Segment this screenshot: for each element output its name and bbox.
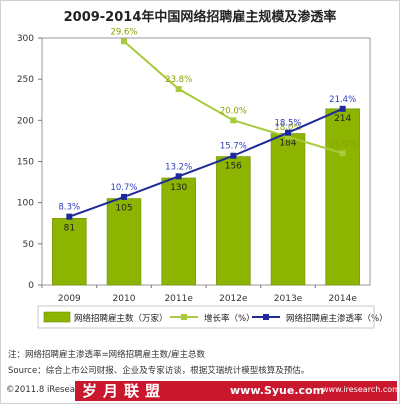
watermark-text: 岁月联盟 <box>82 382 167 400</box>
bar-value-label: 156 <box>225 162 242 172</box>
series-marker <box>285 129 291 136</box>
series-marker <box>175 173 182 180</box>
series-value-label: 20.0% <box>220 106 247 116</box>
legend-label-penetration: 网络招聘雇主渗透率（%） <box>286 313 388 324</box>
series-marker <box>121 38 127 45</box>
chart-title: 2009-2014年中国网络招聘雇主规模及渗透率 <box>63 10 337 25</box>
chart-note: 注：网络招聘雇主渗透率=网络招聘雇主数/雇主总数 <box>8 350 205 360</box>
series-marker <box>339 150 346 157</box>
series-marker <box>121 193 127 200</box>
bar <box>161 177 196 286</box>
y-tick-label: 50 <box>23 240 35 250</box>
series-line <box>68 107 344 218</box>
plot-area <box>41 37 371 286</box>
y-tick-label: 250 <box>17 75 34 85</box>
series-value-label: 8.3% <box>59 203 81 213</box>
bar-value-label: 184 <box>279 139 296 149</box>
series-value-label: 15.7% <box>220 142 247 152</box>
bar-value-label: 130 <box>170 183 187 193</box>
bar-value-label: 81 <box>64 223 75 233</box>
bar-value-label: 105 <box>115 204 132 214</box>
bar <box>325 108 360 286</box>
x-tick-label: 2011e <box>164 294 193 304</box>
series-value-label: 23.8% <box>165 75 192 85</box>
y-tick-label: 200 <box>17 116 34 126</box>
bar-value-label: 214 <box>334 114 351 124</box>
chart: 0 50 100 150 200 250 300 81 105 130 156 184 214 2009 2… <box>17 27 388 329</box>
chart-source: Source：综合上市公司财报、企业及专家访谈，根据艾瑞统计模型核算及预估。 <box>8 366 310 376</box>
series-value-label: 10.7% <box>110 183 137 193</box>
series-marker <box>230 152 237 159</box>
legend-box <box>37 305 375 329</box>
legend-label-growth: 增长率（%） <box>204 313 255 324</box>
bar <box>216 156 251 286</box>
legend-swatch-bars <box>43 311 71 323</box>
series-value-label: 16.0% <box>329 139 356 149</box>
legend-label-bars: 网络招聘雇主数（万家） <box>74 313 168 324</box>
bar <box>52 218 87 286</box>
y-tick-label: 100 <box>17 199 34 209</box>
copyright-text: ©2011.8 iResearch Inc. <box>6 385 107 395</box>
x-tick-label: 2014e <box>328 294 357 304</box>
watermark-banner <box>75 381 397 401</box>
series-value-label: 21.4% <box>329 95 356 105</box>
series-marker <box>285 133 291 140</box>
watermark-url: www.Syue.com <box>230 384 325 397</box>
series-marker <box>66 213 73 220</box>
bar <box>106 198 142 286</box>
x-tick-label: 2012e <box>219 294 248 304</box>
series-marker <box>175 86 182 93</box>
legend-marker-growth <box>181 314 187 320</box>
series-value-label: 29.6% <box>110 27 137 37</box>
x-tick-label: 2010 <box>113 294 136 304</box>
series-value-label: 18.5% <box>274 119 301 129</box>
series-marker <box>230 117 237 124</box>
bar <box>270 133 306 286</box>
y-tick-label: 0 <box>28 281 34 291</box>
series-value-label: 18.0% <box>274 123 301 133</box>
series-marker <box>339 105 346 112</box>
x-tick-label: 2009 <box>58 294 81 304</box>
legend-marker-penetration <box>263 314 269 320</box>
y-tick-label: 150 <box>17 158 34 168</box>
y-tick-label: 300 <box>17 34 34 44</box>
site-url: www.iresearch.com.cn <box>322 385 400 394</box>
x-tick-label: 2013e <box>274 294 303 304</box>
series-value-label: 13.2% <box>165 162 192 172</box>
